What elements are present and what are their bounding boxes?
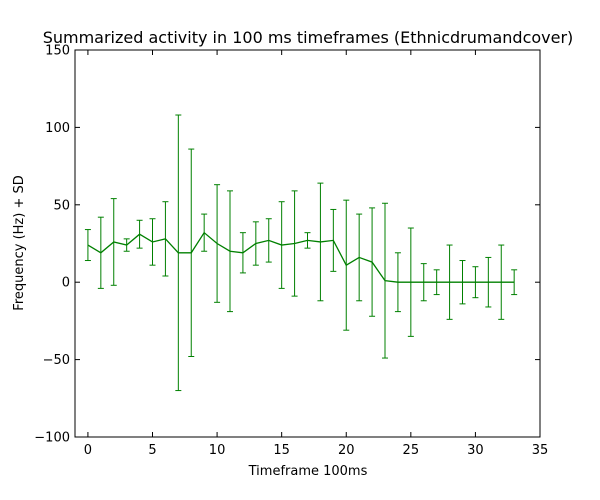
y-axis-label: Frequency (Hz) + SD [12,175,27,310]
x-tick-label: 0 [84,443,92,458]
plot-area: 0 5 10 15 20 25 30 35 −100 −50 0 50 100 150 [34,44,548,459]
x-tick-label: 35 [532,443,549,458]
x-tick-label: 15 [273,443,290,458]
chart-title: Summarized activity in 100 ms timeframes… [43,28,574,47]
y-tick-label: −50 [43,353,70,368]
x-tick-label: 10 [209,443,226,458]
x-tick-label: 20 [338,443,355,458]
x-axis-label: Timeframe 100ms [248,464,368,479]
y-tick-label: 0 [62,276,70,291]
x-tick-label: 30 [467,443,484,458]
y-tick-label: −100 [34,431,70,446]
axes-frame [74,49,541,438]
x-tick-label: 25 [403,443,420,458]
y-tick-label: 50 [53,198,70,213]
series-line [87,231,515,283]
y-tick-label: 150 [45,44,70,59]
x-tick-label: 5 [148,443,156,458]
y-tick-label: 100 [45,121,70,136]
